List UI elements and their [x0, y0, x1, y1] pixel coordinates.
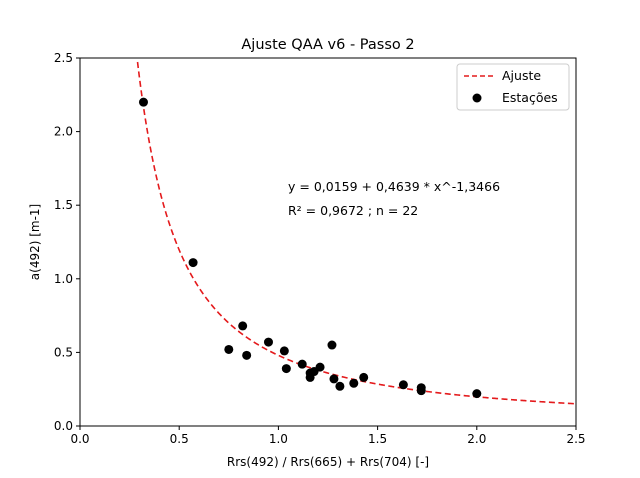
data-point-8	[297, 359, 307, 369]
x-tick-label-2: 1.0	[269, 432, 288, 446]
x-tick-label-4: 2.0	[467, 432, 486, 446]
data-point-18	[398, 380, 408, 390]
legend: Ajuste Estações	[456, 63, 570, 111]
x-tick-label-5: 2.5	[566, 432, 585, 446]
y-tick-label-0: 0.0	[54, 419, 73, 433]
points-layer	[138, 97, 482, 399]
data-point-7	[281, 364, 291, 374]
y-tick-label-2: 1.0	[54, 272, 73, 286]
data-point-15	[335, 381, 345, 391]
data-point-2	[224, 344, 234, 354]
y-axis: 0.0 0.5 1.0 1.5 2.0 2.5	[54, 51, 80, 433]
data-point-14	[329, 374, 339, 384]
plot-frame	[79, 57, 577, 427]
y-axis-label: a(492) [m-1]	[28, 204, 42, 280]
x-axis-label: Rrs(492) / Rrs(665) + Rrs(704) [-]	[227, 455, 429, 469]
data-point-4	[242, 350, 252, 360]
r2-annotation: R² = 0,9672 ; n = 22	[288, 203, 418, 218]
data-point-13	[327, 340, 337, 350]
plot-background	[80, 58, 576, 426]
data-point-3	[238, 321, 248, 331]
data-point-20	[416, 386, 426, 396]
x-tick-label-0: 0.0	[70, 432, 89, 446]
plot-area	[79, 57, 577, 427]
data-point-1	[188, 258, 198, 268]
data-point-6	[279, 346, 289, 356]
y-tick-label-4: 2.0	[54, 125, 73, 139]
legend-marker-stations	[472, 93, 482, 103]
data-point-21	[472, 389, 482, 399]
equation-annotation: y = 0,0159 + 0,4639 * x^-1,3466	[288, 179, 500, 194]
data-point-5	[263, 337, 273, 347]
chart-title: Ajuste QAA v6 - Passo 2	[241, 37, 414, 53]
data-point-0	[138, 97, 148, 107]
data-point-12	[315, 362, 325, 372]
y-tick-label-3: 1.5	[54, 198, 73, 212]
legend-label-stations: Estações	[502, 90, 558, 105]
y-tick-label-1: 0.5	[54, 345, 73, 359]
x-tick-label-3: 1.5	[368, 432, 387, 446]
data-point-17	[359, 372, 369, 382]
x-tick-label-1: 0.5	[170, 432, 189, 446]
data-point-16	[349, 378, 359, 388]
y-tick-label-5: 2.5	[54, 51, 73, 65]
legend-label-fit: Ajuste	[502, 68, 541, 83]
x-axis: 0.0 0.5 1.0 1.5 2.0 2.5	[70, 426, 586, 446]
